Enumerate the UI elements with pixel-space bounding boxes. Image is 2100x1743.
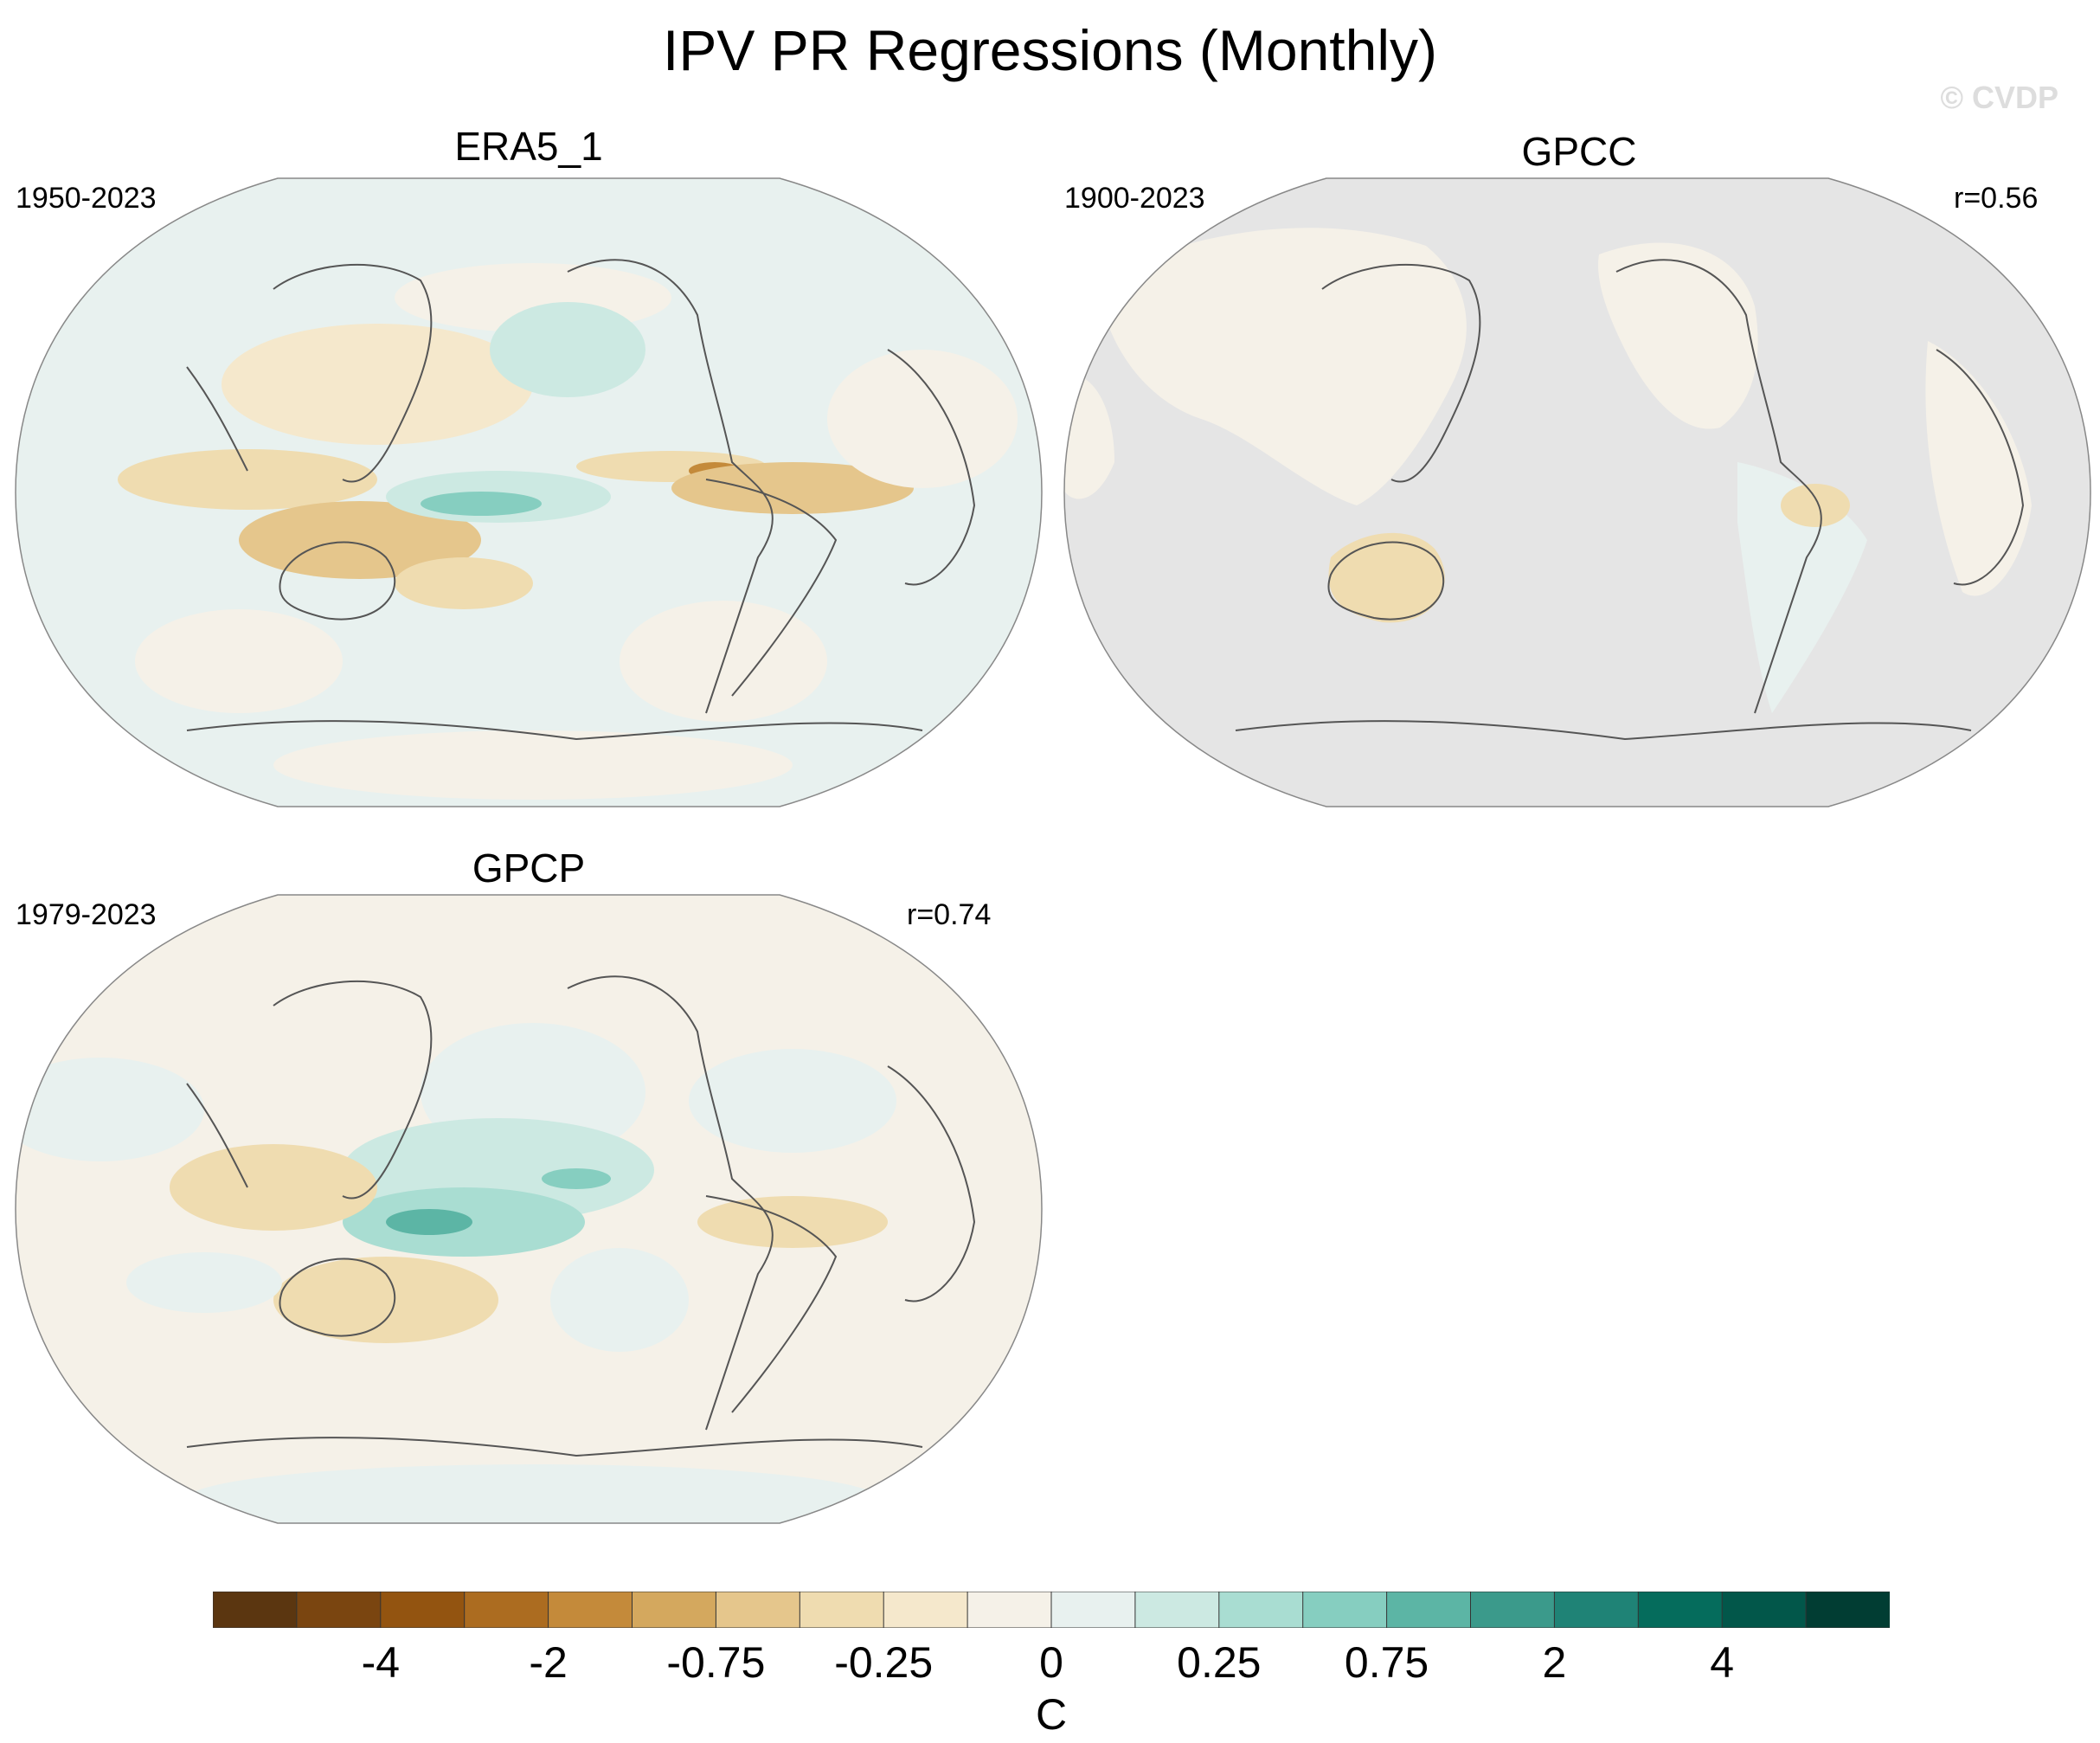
panel-title-gpcp: GPCP — [472, 846, 586, 891]
colorbar-swatch-18 — [1721, 1592, 1808, 1628]
colorbar-tick-label: -2 — [529, 1638, 568, 1687]
colorbar-unit: C — [1035, 1690, 1068, 1739]
colorbar-tick-label: 4 — [1710, 1638, 1735, 1687]
panel-period-gpcc: 1900-2023 — [1064, 182, 1205, 215]
colorbar-swatch-5 — [632, 1592, 717, 1628]
colorbar-swatch-8 — [883, 1592, 969, 1628]
colorbar-tick-label: 0.25 — [1177, 1638, 1262, 1687]
watermark: © CVDP — [1940, 80, 2058, 115]
panel-title-gpcc: GPCC — [1521, 129, 1637, 174]
map-era5 — [15, 177, 1043, 807]
colorbar-swatch-7 — [799, 1592, 885, 1628]
colorbar-swatch-15 — [1470, 1592, 1556, 1628]
panel-r-gpcp: r=0.74 — [907, 898, 992, 931]
colorbar-swatch-12 — [1218, 1592, 1304, 1628]
colorbar-swatch-14 — [1386, 1592, 1472, 1628]
colorbar-swatch-19 — [1805, 1592, 1890, 1628]
colorbar-swatch-6 — [715, 1592, 801, 1628]
panel-title-era5: ERA5_1 — [454, 124, 603, 169]
colorbar-swatch-4 — [548, 1592, 633, 1628]
colorbar-tick-label: 2 — [1542, 1638, 1567, 1687]
map-gpcc — [1063, 177, 2091, 807]
colorbar-swatch-3 — [464, 1592, 549, 1628]
colorbar-swatch-17 — [1637, 1592, 1724, 1628]
colorbar-swatch-13 — [1302, 1592, 1388, 1628]
colorbar — [213, 1592, 1890, 1628]
colorbar-swatch-11 — [1134, 1592, 1220, 1628]
map-gpcp — [15, 894, 1043, 1524]
colorbar-swatch-10 — [1050, 1592, 1136, 1628]
panel-period-era5: 1950-2023 — [16, 182, 157, 215]
panel-r-gpcc: r=0.56 — [1954, 182, 2039, 215]
colorbar-swatch-16 — [1553, 1592, 1640, 1628]
colorbar-tick-label: 0 — [1039, 1638, 1063, 1687]
colorbar-swatch-9 — [967, 1592, 1052, 1628]
colorbar-swatch-0 — [213, 1592, 298, 1628]
colorbar-tick-label: 0.75 — [1344, 1638, 1429, 1687]
figure-title: IPV PR Regressions (Monthly) — [663, 18, 1437, 82]
colorbar-tick-label: -4 — [361, 1638, 401, 1687]
panel-period-gpcp: 1979-2023 — [16, 898, 157, 931]
colorbar-tick-label: -0.25 — [834, 1638, 934, 1687]
colorbar-tick-label: -0.75 — [666, 1638, 766, 1687]
colorbar-swatch-2 — [380, 1592, 466, 1628]
colorbar-swatch-1 — [296, 1592, 382, 1628]
